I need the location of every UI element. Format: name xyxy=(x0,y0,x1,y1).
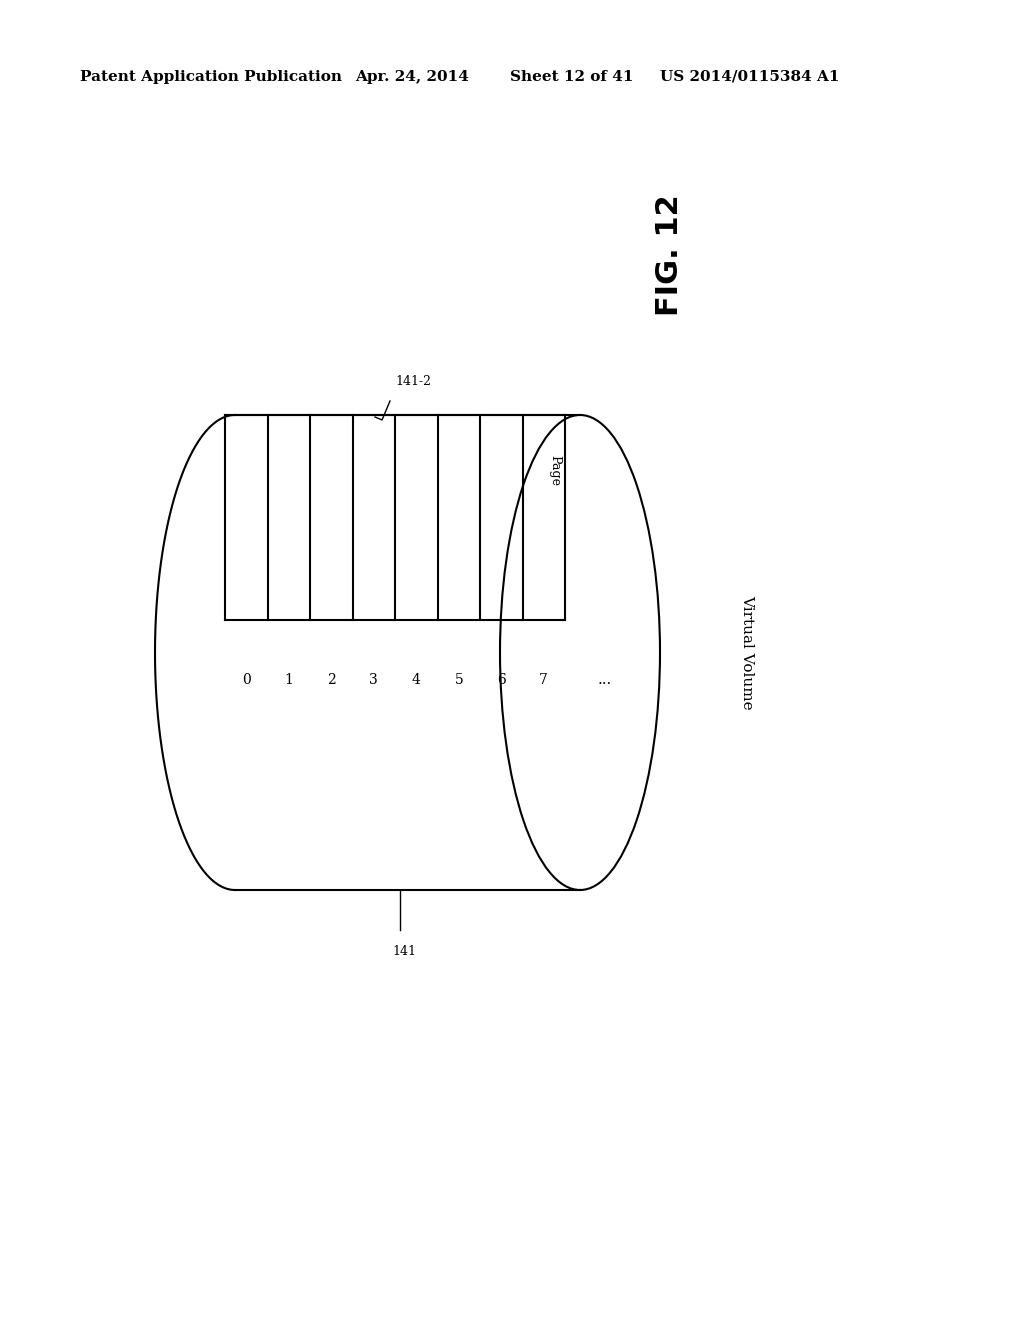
Text: US 2014/0115384 A1: US 2014/0115384 A1 xyxy=(660,70,840,84)
Text: 5: 5 xyxy=(455,673,463,686)
Text: FIG. 12: FIG. 12 xyxy=(655,194,684,315)
Text: Page: Page xyxy=(549,455,561,486)
Text: Sheet 12 of 41: Sheet 12 of 41 xyxy=(510,70,634,84)
Text: 4: 4 xyxy=(412,673,421,686)
Text: 3: 3 xyxy=(370,673,378,686)
Text: 1: 1 xyxy=(285,673,293,686)
Text: 7: 7 xyxy=(540,673,548,686)
Text: 141: 141 xyxy=(392,945,416,958)
Text: ...: ... xyxy=(598,673,612,686)
Text: Apr. 24, 2014: Apr. 24, 2014 xyxy=(355,70,469,84)
Text: 0: 0 xyxy=(242,673,251,686)
Text: 2: 2 xyxy=(327,673,336,686)
Text: 6: 6 xyxy=(497,673,506,686)
Text: 141-2: 141-2 xyxy=(395,375,431,388)
Text: Virtual Volume: Virtual Volume xyxy=(740,595,754,710)
Text: Patent Application Publication: Patent Application Publication xyxy=(80,70,342,84)
